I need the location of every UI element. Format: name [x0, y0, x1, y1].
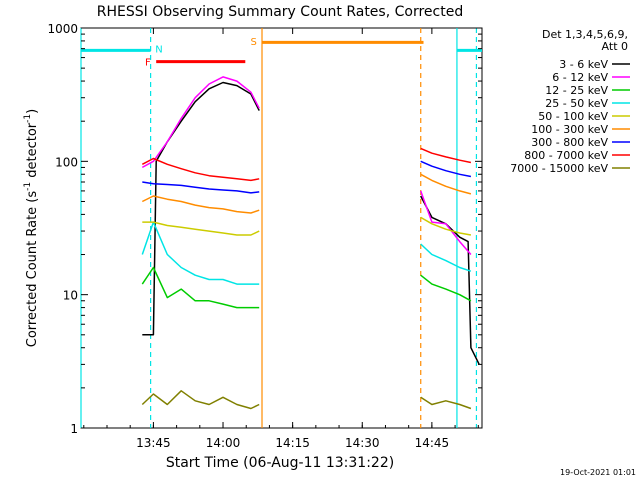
series-line-8-segment-1 — [420, 396, 472, 410]
series-line-4-segment-0 — [142, 221, 260, 236]
annotation-label-f: F — [145, 58, 151, 69]
series-line-1-segment-0 — [141, 76, 260, 169]
x-tick-label-2: 14:15 — [275, 436, 310, 450]
series-line-7-segment-0 — [141, 157, 260, 182]
axes: 13:45 14:00 14:15 14:30 14:45 1 10 100 1000 — [47, 22, 482, 450]
y-axis-label: Corrected Count Rate (s-1 detector-1) — [23, 109, 40, 347]
legend-label-3: 25 - 50 keV — [545, 97, 608, 110]
legend-label-1: 6 - 12 keV — [552, 71, 608, 84]
series-line-0-segment-0 — [142, 81, 260, 336]
series-line-4-segment-1 — [420, 216, 472, 236]
annotation-label-s: S — [250, 37, 256, 48]
x-tick-label-0: 13:45 — [136, 436, 171, 450]
series-line-2-segment-1 — [420, 274, 472, 302]
series-line-8-segment-0 — [141, 390, 260, 410]
legend-label-7: 800 - 7000 keV — [524, 149, 608, 162]
legend-label-4: 50 - 100 keV — [538, 110, 608, 123]
series-line-6-segment-0 — [142, 181, 260, 194]
legend-label-5: 100 - 300 keV — [531, 123, 608, 136]
x-tick-label-3: 14:30 — [345, 436, 380, 450]
y-tick-label-2: 100 — [55, 155, 78, 169]
legend-label-0: 3 - 6 keV — [559, 58, 608, 71]
legend-label-2: 12 - 25 keV — [545, 84, 608, 97]
y-tick-label-3: 1000 — [47, 22, 78, 36]
series-line-7-segment-1 — [420, 147, 472, 164]
series-line-3-segment-0 — [141, 221, 260, 285]
series-line-6-segment-1 — [420, 160, 472, 178]
plot-frame — [80, 27, 483, 429]
legend-label-8: 7000 - 15000 keV — [510, 162, 608, 175]
annotation-label-n: N — [155, 45, 162, 56]
series-line-1-segment-1 — [419, 190, 472, 255]
y-tick-label-0: 1 — [70, 422, 78, 436]
series-line-3-segment-1 — [420, 243, 472, 272]
timestamp: 19-Oct-2021 01:01 — [560, 468, 636, 477]
vertical-markers — [80, 28, 478, 428]
series-line-2-segment-0 — [141, 266, 260, 309]
x-tick-label-4: 14:45 — [415, 436, 450, 450]
legend-header-1: Att 0 — [602, 40, 628, 53]
legend-header-0: Det 1,3,4,5,6,9, — [542, 28, 628, 41]
x-tick-label-1: 14:00 — [206, 436, 241, 450]
series-lines — [141, 76, 480, 410]
attenuator-state-annotations: NF S — [81, 37, 482, 69]
y-tick-label-1: 10 — [63, 289, 78, 303]
series-line-5-segment-0 — [141, 195, 260, 214]
series-line-5-segment-1 — [420, 173, 472, 195]
x-axis-label: Start Time (06-Aug-11 13:31:22) — [166, 455, 394, 471]
legend-label-6: 300 - 800 keV — [531, 136, 608, 149]
chart-title: RHESSI Observing Summary Count Rates, Co… — [97, 4, 463, 20]
series-line-0-segment-1 — [420, 195, 480, 365]
